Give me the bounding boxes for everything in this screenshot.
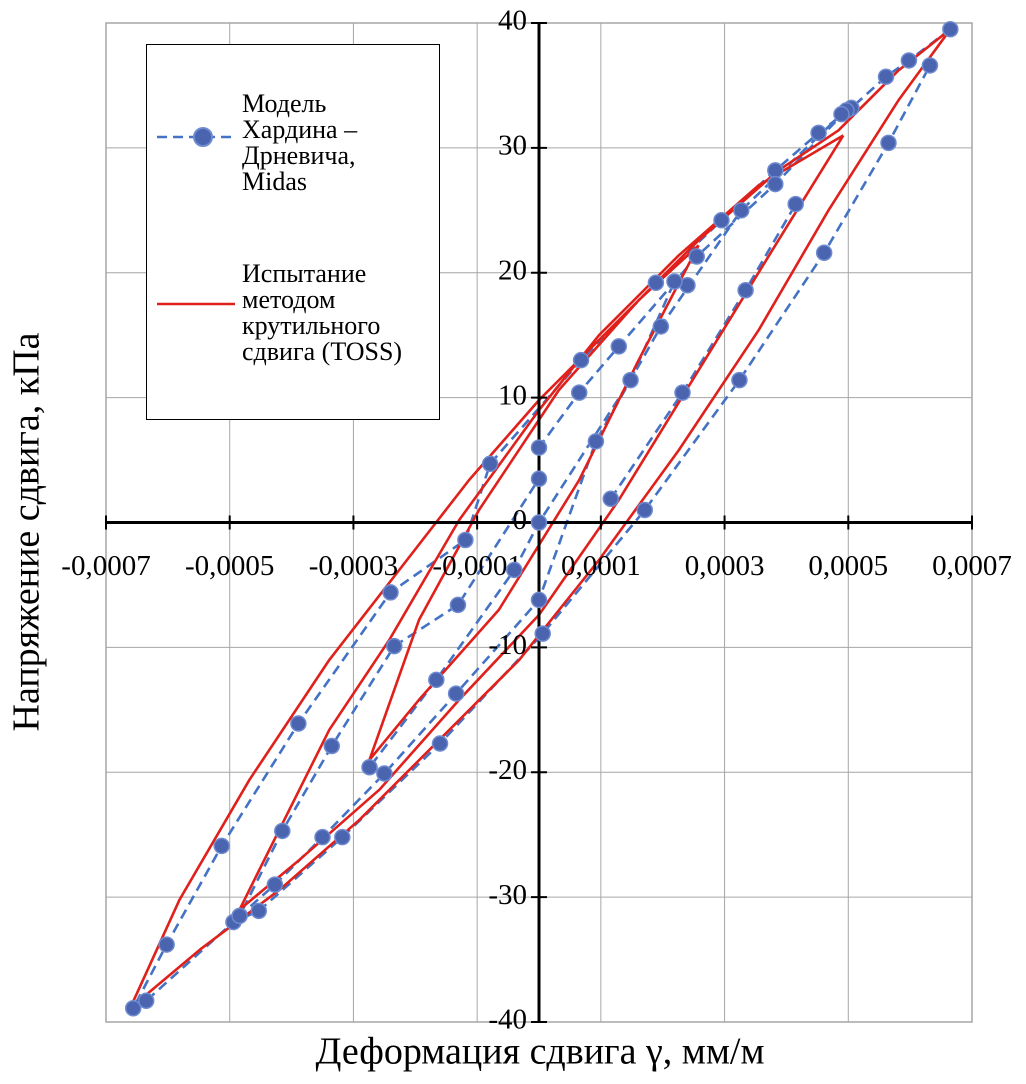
legend-symbol bbox=[157, 127, 235, 147]
data-point bbox=[900, 52, 918, 69]
data-point bbox=[534, 625, 551, 642]
data-point bbox=[530, 439, 548, 456]
x-tick-label: 0,0001 bbox=[561, 550, 641, 582]
data-point bbox=[570, 384, 588, 401]
legend-entry: Испытание методом крутильного сдвига (TO… bbox=[147, 261, 439, 371]
data-point bbox=[572, 351, 590, 369]
data-point bbox=[636, 501, 654, 519]
y-tick-label: 40 bbox=[498, 5, 527, 37]
data-point bbox=[386, 637, 403, 655]
legend-marker bbox=[193, 127, 213, 147]
y-tick-label: -30 bbox=[488, 879, 527, 911]
data-point bbox=[382, 584, 399, 601]
y-tick-label: -10 bbox=[488, 629, 527, 661]
data-point bbox=[833, 105, 850, 123]
data-point bbox=[530, 591, 548, 609]
data-point bbox=[334, 828, 351, 846]
x-tick-label: 0,0003 bbox=[685, 550, 765, 582]
data-point bbox=[266, 876, 284, 893]
data-point bbox=[622, 371, 639, 389]
data-point bbox=[137, 992, 155, 1010]
y-tick-label: 10 bbox=[498, 379, 527, 411]
data-point bbox=[652, 318, 670, 335]
data-point bbox=[810, 124, 827, 142]
y-axis-title: Напряжение сдвига, кПа bbox=[6, 332, 48, 731]
data-point bbox=[666, 273, 683, 290]
y-tick-label: 30 bbox=[498, 130, 527, 162]
y-tick-label: 20 bbox=[498, 254, 527, 286]
data-point bbox=[877, 68, 895, 85]
data-point bbox=[250, 902, 268, 920]
data-point bbox=[530, 470, 548, 488]
data-point bbox=[124, 1000, 142, 1017]
data-point bbox=[361, 759, 378, 776]
data-point bbox=[767, 162, 784, 179]
data-point bbox=[376, 765, 393, 782]
data-point bbox=[602, 490, 620, 508]
y-tick-label: -40 bbox=[488, 1004, 527, 1036]
y-tick-label: 0 bbox=[513, 504, 528, 536]
data-point bbox=[428, 671, 445, 689]
data-point bbox=[449, 596, 467, 614]
legend-symbol bbox=[157, 302, 235, 306]
data-point bbox=[314, 828, 331, 846]
data-point bbox=[231, 907, 248, 925]
x-tick-label: -0,0005 bbox=[185, 550, 274, 582]
data-point bbox=[880, 134, 897, 152]
data-point bbox=[481, 455, 499, 473]
data-point bbox=[942, 20, 959, 38]
data-point bbox=[290, 715, 307, 732]
data-point bbox=[921, 57, 939, 74]
data-point bbox=[587, 433, 605, 450]
data-point bbox=[787, 195, 804, 213]
legend: Модель Хардина – Дрневича, Midas Испытан… bbox=[146, 44, 440, 420]
x-axis-title: Деформация сдвига γ, мм/м bbox=[316, 1031, 765, 1073]
data-point bbox=[323, 737, 341, 755]
legend-label: Модель Хардина – Дрневича, Midas bbox=[242, 89, 358, 196]
data-point bbox=[674, 384, 691, 401]
data-point bbox=[213, 837, 230, 855]
data-point bbox=[713, 212, 730, 229]
legend-entry: Модель Хардина – Дрневича, Midas bbox=[147, 91, 439, 211]
data-point bbox=[274, 822, 291, 840]
data-point bbox=[158, 936, 175, 953]
data-point bbox=[688, 248, 705, 265]
data-point bbox=[610, 338, 628, 355]
data-point bbox=[647, 274, 665, 291]
x-tick-label: 0,0007 bbox=[932, 550, 1012, 582]
data-point bbox=[431, 735, 449, 752]
data-point bbox=[737, 281, 754, 299]
data-point bbox=[733, 202, 750, 219]
legend-label: Испытание методом крутильного сдвига (TO… bbox=[242, 259, 403, 366]
data-point bbox=[506, 561, 523, 579]
data-point bbox=[731, 371, 748, 389]
x-tick-label: -0,0007 bbox=[61, 550, 150, 582]
data-point bbox=[447, 685, 465, 702]
data-point bbox=[815, 244, 833, 262]
x-tick-label: -0,0003 bbox=[309, 550, 398, 582]
y-tick-label: -20 bbox=[488, 754, 527, 786]
data-point bbox=[530, 514, 548, 531]
x-tick-label: 0,0005 bbox=[808, 550, 888, 582]
data-point bbox=[457, 531, 474, 549]
data-point bbox=[767, 175, 784, 193]
